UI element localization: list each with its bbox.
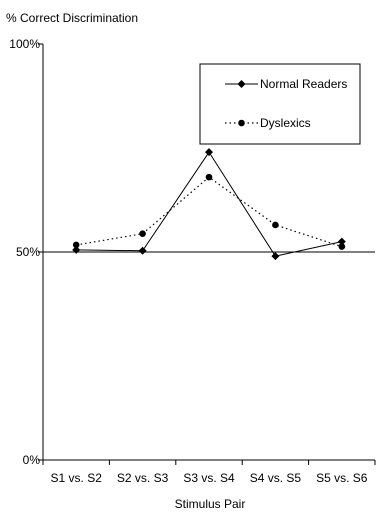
series-lines <box>76 151 342 257</box>
y-tick-label: 50% <box>16 245 40 259</box>
data-point-normal-readers <box>337 237 346 246</box>
x-tick-label: S5 vs. S6 <box>316 471 368 485</box>
y-tick-label: 100% <box>9 37 40 51</box>
x-tick-label: S4 vs. S5 <box>250 471 302 485</box>
x-tick-label: S3 vs. S4 <box>183 471 235 485</box>
x-ticks: S1 vs. S2 S2 vs. S3 S3 vs. S4 S4 vs. S5 S5 v… <box>42 460 376 485</box>
y-tick-label: 0% <box>23 453 41 467</box>
series-markers <box>72 148 346 261</box>
x-axis-label: Stimulus Pair <box>175 497 246 511</box>
data-point-normal-readers <box>205 148 213 157</box>
series-line-0 <box>76 151 342 257</box>
data-point-normal-readers <box>72 245 81 254</box>
legend-label-normal-readers: Normal Readers <box>260 77 347 91</box>
data-point-dyslexics <box>272 221 279 229</box>
data-point-dyslexics <box>139 230 146 237</box>
x-tick-label: S1 vs. S2 <box>51 471 103 485</box>
x-tick-label: S2 vs. S3 <box>117 471 169 485</box>
data-point-normal-readers <box>271 252 280 261</box>
data-point-dyslexics <box>72 241 80 249</box>
legend-marker-dyslexics <box>238 119 245 127</box>
y-axis-label: % Correct Discrimination <box>6 11 138 25</box>
data-point-dyslexics <box>205 173 213 181</box>
y-ticks: 0% 50% 100% <box>9 37 43 467</box>
data-point-dyslexics <box>338 243 346 250</box>
legend-label-dyslexics: Dyslexics <box>260 116 311 130</box>
legend: Normal Readers Dyslexics <box>199 63 361 145</box>
data-point-normal-readers <box>138 246 147 255</box>
series-line-1 <box>76 176 342 248</box>
legend-box <box>199 63 361 145</box>
legend-marker-normal-readers <box>237 80 246 88</box>
